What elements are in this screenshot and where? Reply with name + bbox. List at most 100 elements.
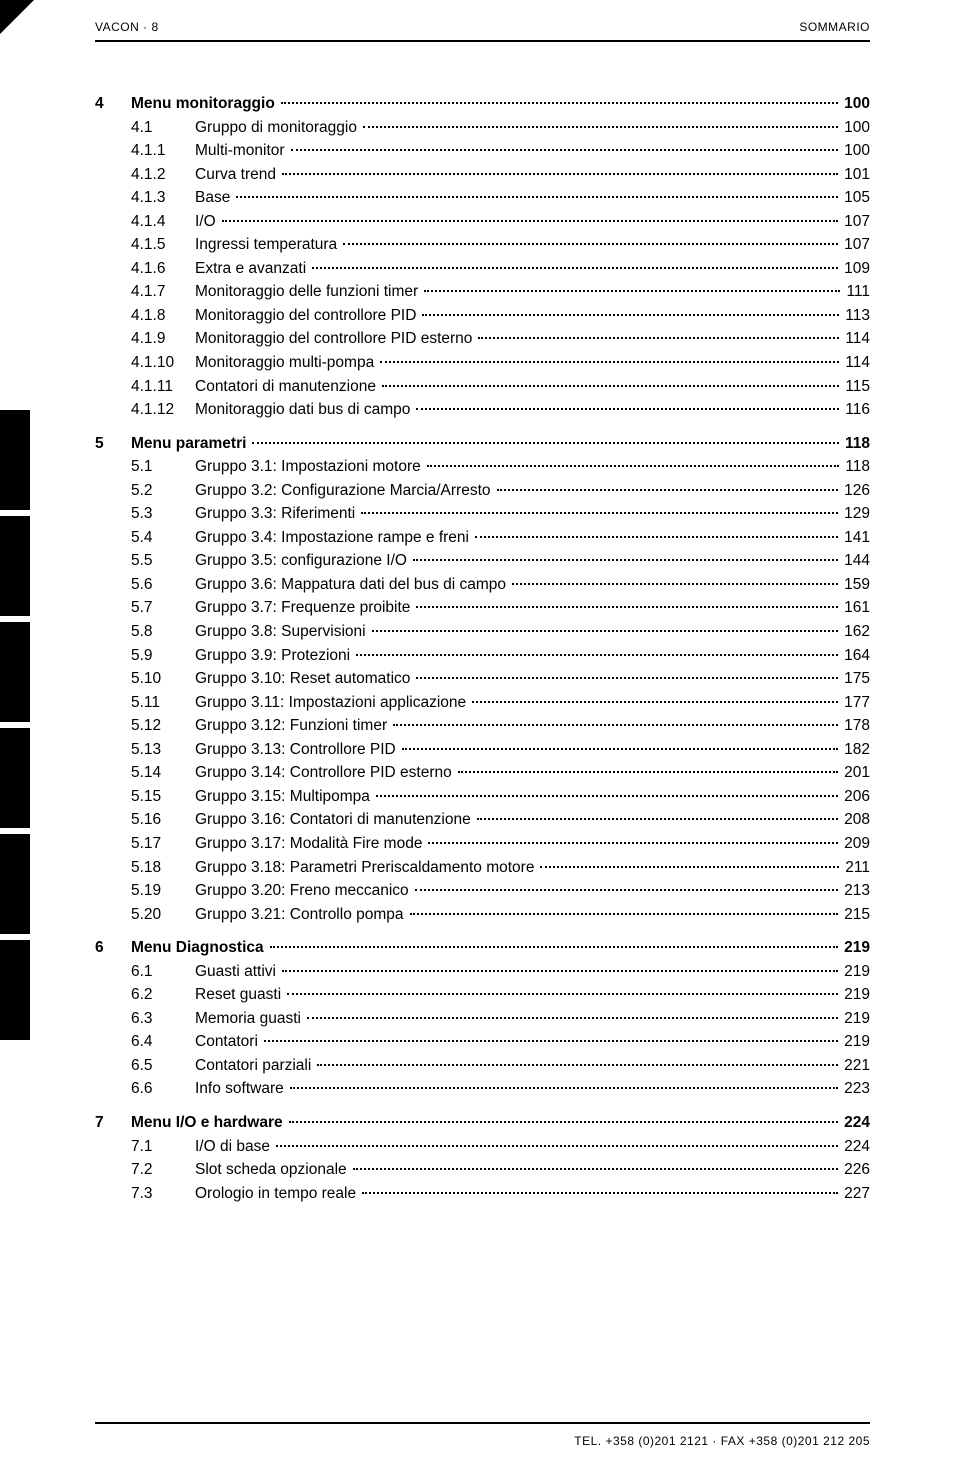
toc-item-num: 5.20 [95,903,195,927]
toc-item-page: 144 [840,549,870,573]
dot-leader [282,173,838,175]
toc-item-page: 219 [840,983,870,1007]
toc-item-page: 219 [840,1030,870,1054]
dot-leader [287,993,838,995]
toc-item-page: 206 [840,785,870,809]
toc-item-title: Memoria guasti [195,1007,305,1031]
toc-item-row: 5.5Gruppo 3.5: configurazione I/O144 [95,549,870,573]
dot-leader [458,771,838,773]
toc-item-row: 5.11Gruppo 3.11: Impostazioni applicazio… [95,691,870,715]
dot-leader [477,818,838,820]
toc-item-num: 4.1.3 [95,186,195,210]
toc-item-page: 115 [841,375,870,399]
dot-leader [361,512,838,514]
toc-item-title: Monitoraggio dati bus di campo [195,398,414,422]
toc-item-page: 164 [840,644,870,668]
toc-item-title: Contatori parziali [195,1054,315,1078]
toc-item-num: 7.1 [95,1135,195,1159]
toc-item-title: Monitoraggio del controllore PID esterno [195,327,476,351]
toc-section-row: 5Menu parametri118 [95,432,870,456]
toc-section-title: Menu I/O e hardware [131,1111,287,1135]
toc-item-page: 226 [840,1158,870,1182]
dot-leader [410,913,839,915]
dot-leader [372,630,839,632]
dot-leader [382,385,839,387]
dot-leader [270,946,838,948]
toc-item-num: 4.1.10 [95,351,195,375]
toc-item-num: 5.6 [95,573,195,597]
dot-leader [393,724,838,726]
toc-item-row: 5.13Gruppo 3.13: Controllore PID182 [95,738,870,762]
toc-item-num: 5.3 [95,502,195,526]
toc-item-num: 5.2 [95,479,195,503]
toc-item-page: 111 [842,280,870,304]
header-rule [95,40,870,42]
toc-item-row: 5.2Gruppo 3.2: Configurazione Marcia/Arr… [95,479,870,503]
toc-item-title: Gruppo 3.8: Supervisioni [195,620,370,644]
toc-item-row: 5.4Gruppo 3.4: Impostazione rampe e fren… [95,526,870,550]
toc-item-num: 6.4 [95,1030,195,1054]
toc-item-num: 5.18 [95,856,195,880]
dot-leader [353,1168,838,1170]
corner-triangle [0,0,34,34]
toc-section-title: Menu Diagnostica [131,936,268,960]
side-tab [0,728,30,828]
toc-item-page: 159 [840,573,870,597]
toc-item-row: 5.3Gruppo 3.3: Riferimenti129 [95,502,870,526]
toc-item-title: Gruppo 3.21: Controllo pompa [195,903,408,927]
toc-section-num: 4 [95,92,131,116]
toc-item-row: 5.7Gruppo 3.7: Frequenze proibite161 [95,596,870,620]
toc-item-row: 5.16Gruppo 3.16: Contatori di manutenzio… [95,808,870,832]
dot-leader [356,654,838,656]
toc-item-page: 162 [840,620,870,644]
dot-leader [402,748,838,750]
toc-item-row: 5.10Gruppo 3.10: Reset automatico175 [95,667,870,691]
page-header: VACON · 8 SOMMARIO [95,20,870,34]
toc-item-num: 7.2 [95,1158,195,1182]
toc-item-title: Gruppo 3.2: Configurazione Marcia/Arrest… [195,479,495,503]
toc-section-title: Menu parametri [131,432,250,456]
toc-item-page: 215 [840,903,870,927]
toc-item-page: 219 [840,1007,870,1031]
toc-item-row: 5.1Gruppo 3.1: Impostazioni motore118 [95,455,870,479]
toc-item-num: 5.4 [95,526,195,550]
toc-item-page: 118 [841,455,870,479]
dot-leader [317,1064,838,1066]
dot-leader [291,149,839,151]
toc-item-title: Slot scheda opzionale [195,1158,351,1182]
toc-item-row: 6.6Info software223 [95,1077,870,1101]
toc-item-row: 4.1.6Extra e avanzati109 [95,257,870,281]
toc-item-page: 182 [840,738,870,762]
toc-item-page: 227 [840,1182,870,1206]
toc-item-row: 6.5Contatori parziali221 [95,1054,870,1078]
toc-item-num: 5.8 [95,620,195,644]
toc-item-num: 4.1.5 [95,233,195,257]
toc-item-page: 105 [840,186,870,210]
toc-item-title: Gruppo 3.10: Reset automatico [195,667,414,691]
toc-section-row: 7Menu I/O e hardware224 [95,1111,870,1135]
toc-item-title: Gruppo 3.17: Modalità Fire mode [195,832,426,856]
toc-item-title: Gruppo 3.11: Impostazioni applicazione [195,691,470,715]
footer-text: TEL. +358 (0)201 2121 · FAX +358 (0)201 … [574,1434,870,1448]
toc-item-num: 6.6 [95,1077,195,1101]
toc-item-num: 7.3 [95,1182,195,1206]
toc-item-page: 213 [840,879,870,903]
toc-item-page: 113 [841,304,870,328]
toc-item-num: 5.1 [95,455,195,479]
toc-item-title: Extra e avanzati [195,257,310,281]
toc-item-row: 4.1.3Base 105 [95,186,870,210]
side-tab [0,410,30,510]
toc-item-row: 4.1.8Monitoraggio del controllore PID113 [95,304,870,328]
dot-leader [289,1121,839,1123]
dot-leader [282,970,838,972]
toc-item-title: Gruppo 3.18: Parametri Preriscaldamento … [195,856,538,880]
dot-leader [380,361,839,363]
toc-item-page: 221 [840,1054,870,1078]
dot-leader [475,536,838,538]
toc-item-page: 177 [840,691,870,715]
toc-item-title: Base [195,186,234,210]
toc-item-num: 4.1.9 [95,327,195,351]
toc-item-title: Gruppo 3.13: Controllore PID [195,738,400,762]
toc-item-title: Monitoraggio del controllore PID [195,304,420,328]
dot-leader [427,465,840,467]
